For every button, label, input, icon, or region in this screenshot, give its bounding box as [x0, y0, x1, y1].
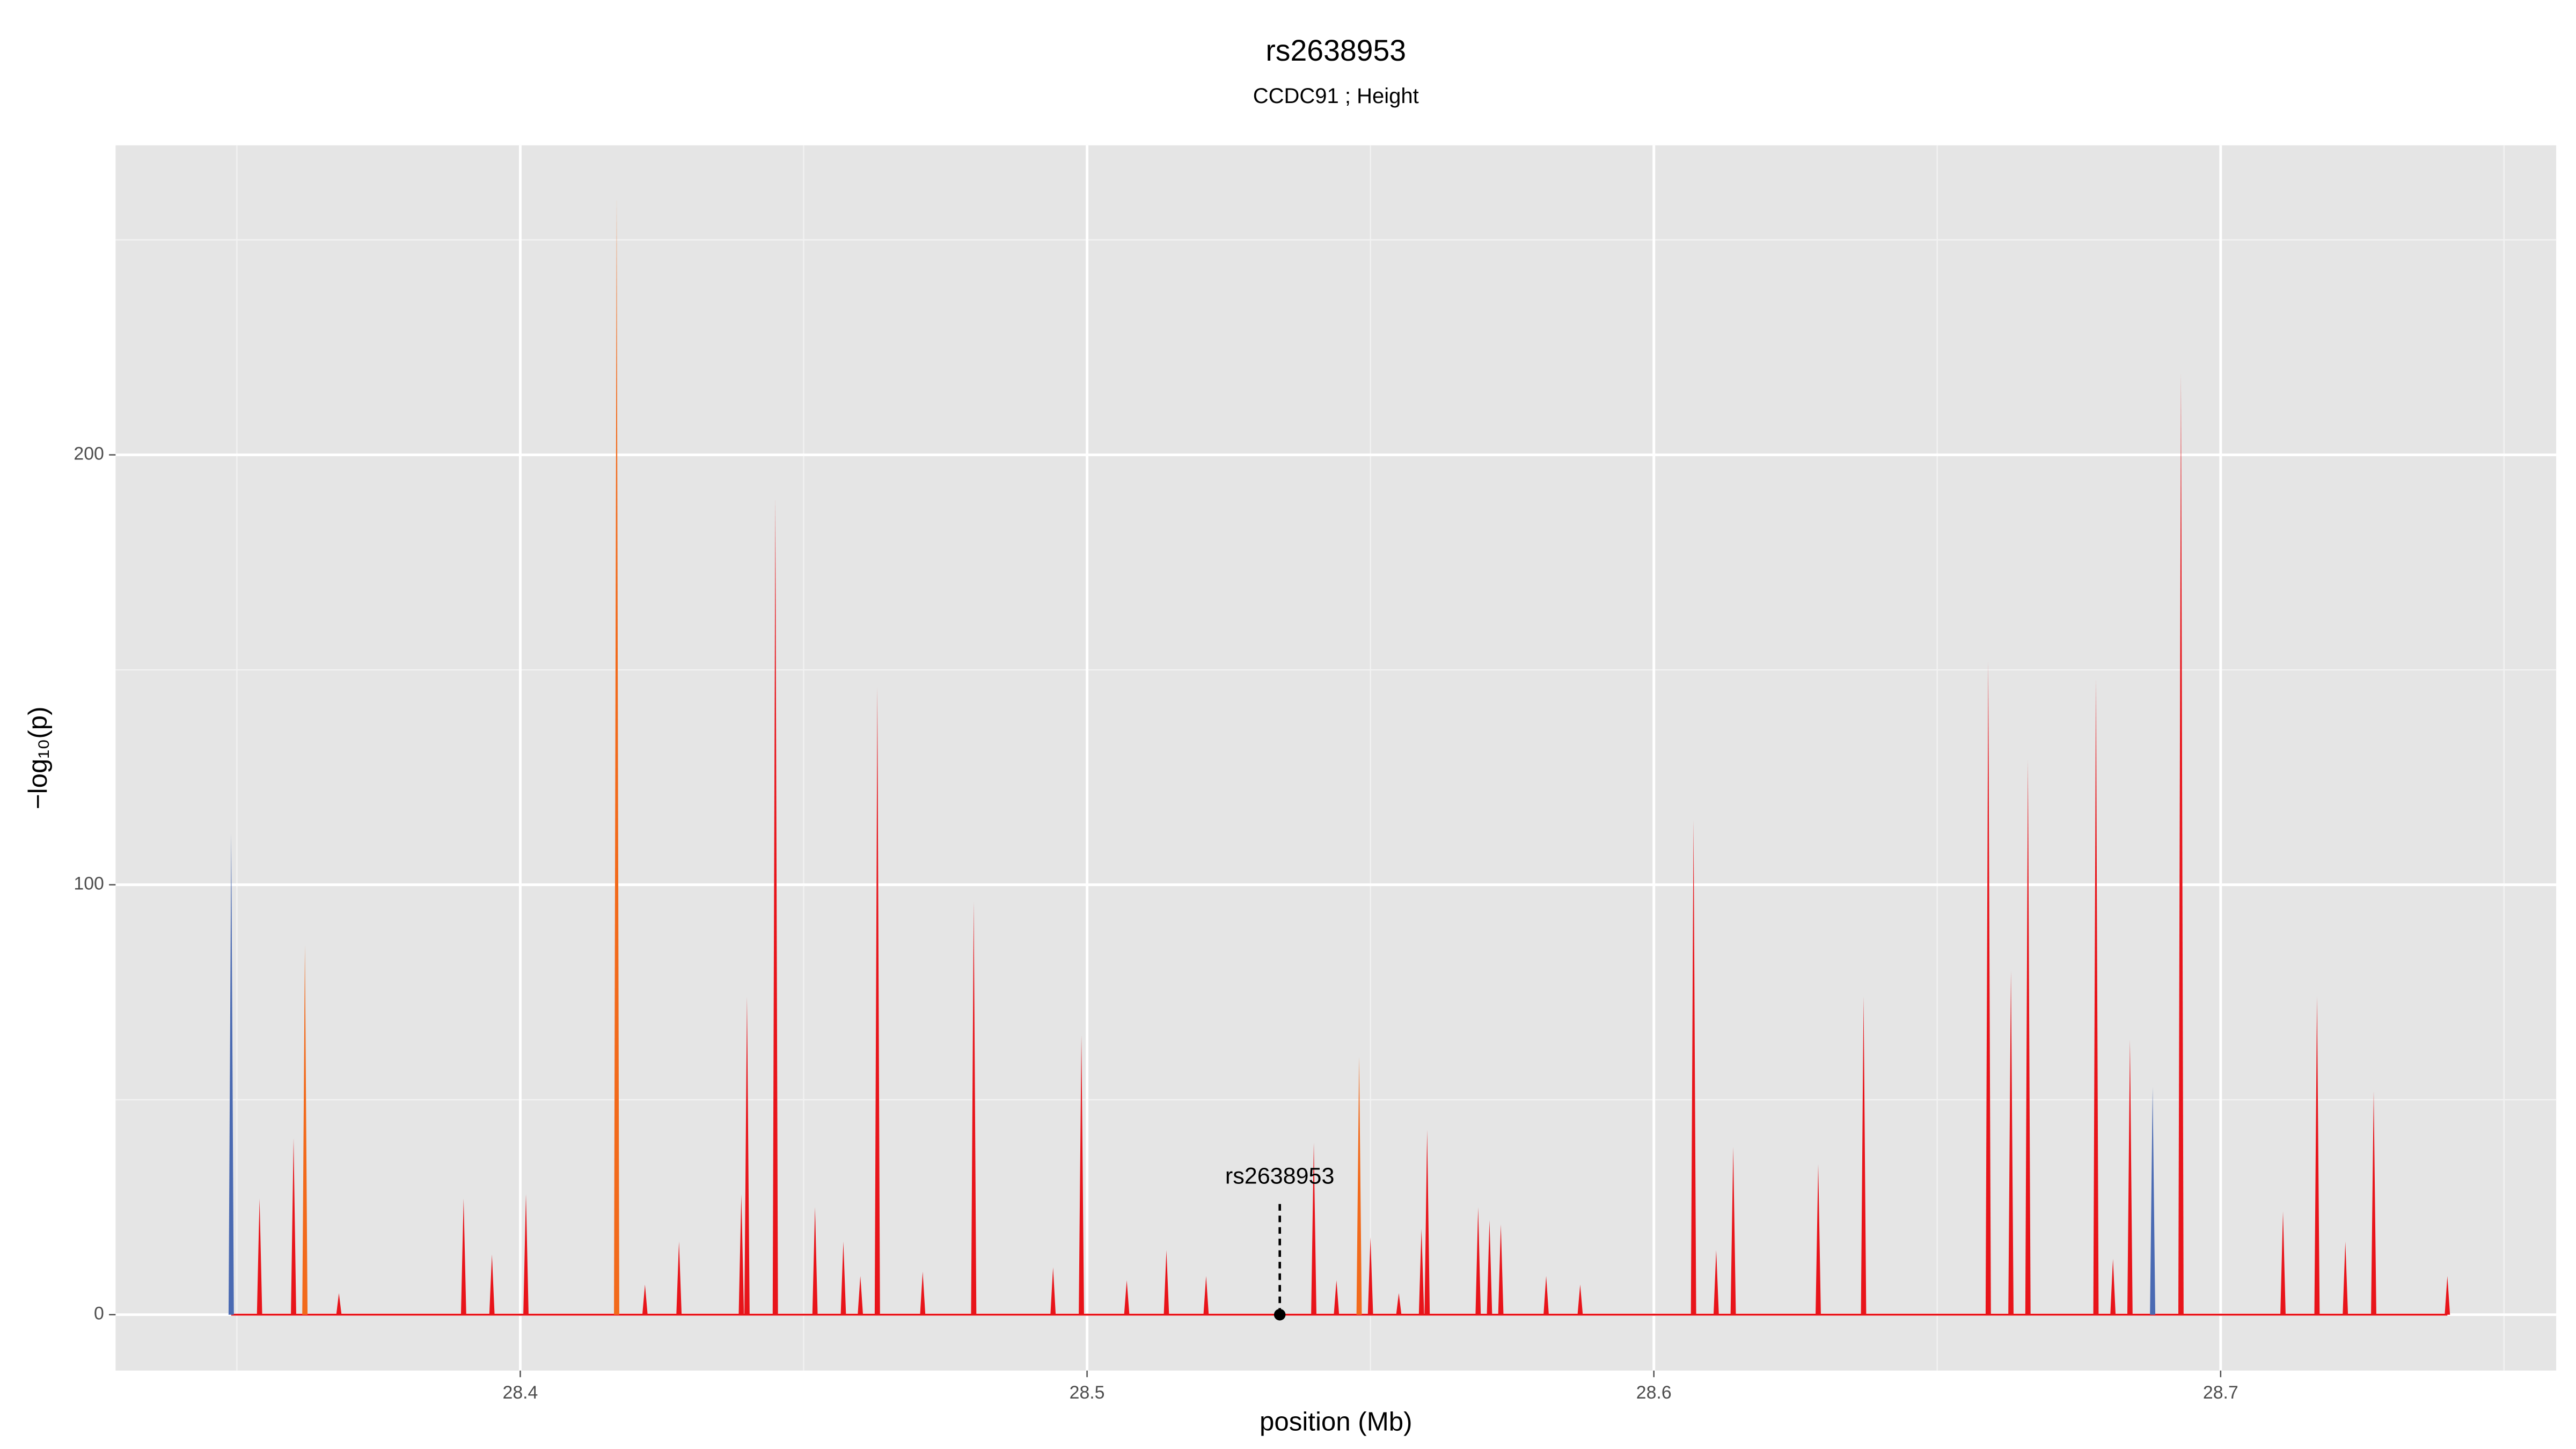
x-tick-label: 28.6: [1636, 1382, 1672, 1403]
annotation-point: [1274, 1308, 1286, 1321]
spike: [291, 1138, 296, 1315]
spike: [920, 1271, 926, 1315]
spike: [874, 687, 880, 1315]
spike: [336, 1293, 342, 1315]
spike: [1367, 1237, 1373, 1315]
y-tick-label: 100: [74, 874, 104, 894]
x-tick-label: 28.4: [503, 1382, 538, 1403]
spike: [1050, 1267, 1056, 1315]
spike: [2025, 760, 2031, 1315]
spike: [1730, 1147, 1736, 1315]
spike: [642, 1284, 648, 1315]
spike: [2280, 1211, 2286, 1315]
x-tick-label: 28.5: [1070, 1382, 1105, 1403]
spike: [812, 1207, 818, 1315]
spike: [302, 945, 308, 1315]
spike: [1475, 1207, 1481, 1315]
spike: [2110, 1258, 2116, 1315]
spike: [1396, 1293, 1402, 1315]
spike: [1690, 820, 1696, 1315]
spike: [523, 1194, 529, 1315]
spike: [676, 1241, 682, 1315]
spike: [460, 1198, 466, 1315]
spike: [257, 1198, 262, 1315]
spike: [1163, 1250, 1169, 1315]
spike: [1487, 1220, 1492, 1315]
spike: [614, 196, 619, 1315]
chart-title: rs2638953: [1265, 34, 1406, 67]
spike: [1424, 1130, 1430, 1315]
y-tick-label: 200: [74, 443, 104, 464]
spike: [2343, 1241, 2348, 1315]
spike: [744, 996, 750, 1315]
spike: [2445, 1276, 2450, 1315]
spike: [1311, 1143, 1316, 1315]
spike: [228, 833, 234, 1315]
spike: [2150, 1087, 2156, 1315]
spike: [2371, 1091, 2376, 1315]
spike: [1356, 1057, 1362, 1315]
spike: [1498, 1224, 1504, 1315]
spike: [2178, 373, 2184, 1315]
spike: [1816, 1164, 1821, 1315]
spike: [738, 1194, 744, 1315]
spike: [1713, 1250, 1719, 1315]
spike: [2093, 678, 2099, 1315]
spike: [489, 1254, 495, 1315]
spike: [772, 497, 778, 1315]
annotation-label: rs2638953: [1225, 1163, 1335, 1189]
spike: [2008, 970, 2014, 1315]
y-tick-label: 0: [94, 1304, 104, 1324]
spike: [1861, 996, 1867, 1315]
spike: [1124, 1280, 1130, 1315]
spike: [2127, 1040, 2133, 1315]
spike: [1334, 1280, 1340, 1315]
x-tick-label: 28.7: [2203, 1382, 2238, 1403]
spike: [1079, 1035, 1084, 1315]
spike: [1543, 1276, 1549, 1315]
spike: [858, 1276, 863, 1315]
spike: [2314, 996, 2320, 1315]
spike: [1577, 1284, 1583, 1315]
spike: [840, 1241, 846, 1315]
chart-subtitle: CCDC91 ; Height: [1253, 84, 1419, 108]
spike: [1985, 661, 1991, 1315]
spike: [1203, 1276, 1209, 1315]
spike: [1418, 1228, 1424, 1315]
y-axis-label: −log₁₀(p): [23, 706, 53, 809]
plot-panel: [115, 145, 2557, 1371]
x-axis-label: position (Mb): [1260, 1407, 1412, 1436]
spike: [971, 902, 977, 1315]
